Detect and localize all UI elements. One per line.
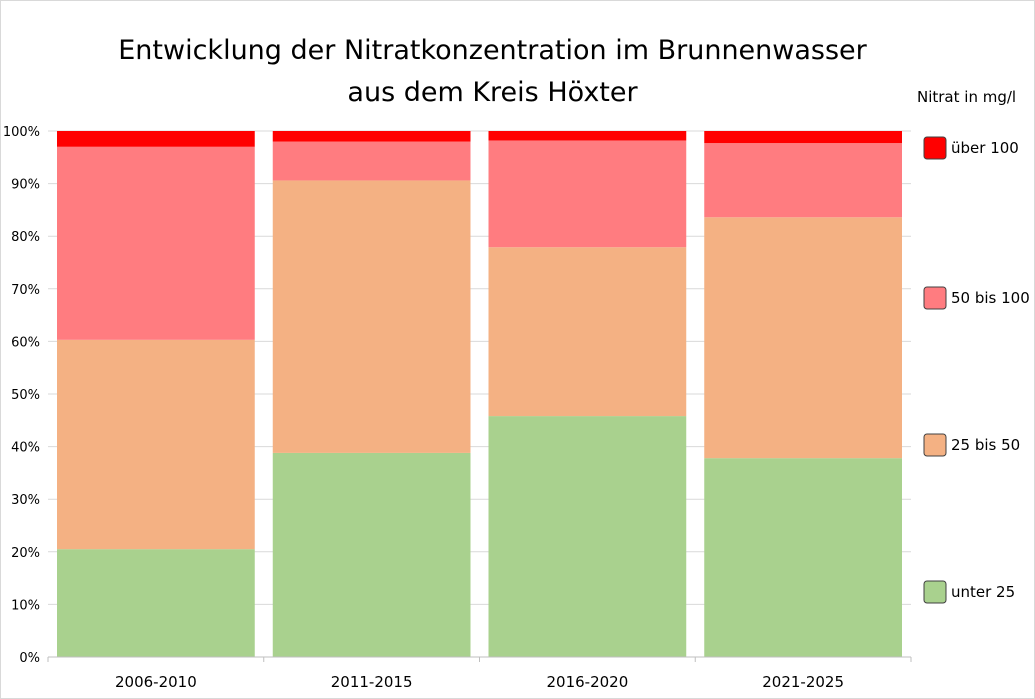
bar-segment [488, 416, 687, 657]
x-tick-label: 2011-2015 [331, 673, 413, 691]
legend-swatch [923, 580, 947, 604]
chart-title-line-2: aus dem Kreis Höxter [347, 77, 638, 108]
bar-segment [272, 131, 471, 142]
bar-segment [57, 549, 255, 657]
legend: über 100 50 bis 100 25 bis 50 unter 25 [923, 136, 1030, 604]
y-tick-label: 40% [11, 441, 40, 456]
y-tick-label: 80% [11, 230, 40, 245]
legend-swatch [923, 286, 947, 310]
bar-segment [704, 143, 902, 218]
y-tick-label: 50% [11, 388, 40, 403]
x-tick-label: 2006-2010 [115, 673, 197, 691]
y-tick-label: 90% [11, 178, 40, 193]
bar-segment [488, 131, 687, 141]
bar-segment [704, 458, 902, 657]
bar-segment [488, 247, 687, 417]
legend-title: Nitrat in mg/l [917, 88, 1017, 106]
bar-segment [704, 217, 902, 459]
axes: 0% 10% 20% 30% 40% 50% 60% 70% 80% 90% 100% 2006-20… [3, 125, 912, 691]
x-tick-label: 2021-2025 [762, 673, 844, 691]
legend-label: über 100 [951, 139, 1019, 157]
legend-swatch [923, 433, 947, 457]
chart-title-line-1: Entwicklung der Nitratkonzentration im B… [118, 35, 867, 66]
y-tick-label: 60% [11, 335, 40, 350]
y-tick-label: 0% [19, 651, 40, 666]
y-tick-label: 20% [11, 546, 40, 561]
y-tick-label: 70% [11, 283, 40, 298]
legend-label: unter 25 [951, 583, 1015, 601]
bar-segment [57, 146, 255, 340]
y-tick-label: 30% [11, 493, 40, 508]
y-tick-label: 100% [3, 125, 40, 140]
legend-swatch [923, 136, 947, 160]
bar-segment [272, 180, 471, 453]
bar-segment [57, 339, 255, 550]
bar-segment [57, 131, 255, 147]
x-tick-label: 2016-2020 [546, 673, 628, 691]
legend-label: 50 bis 100 [951, 289, 1030, 307]
chart-title: Entwicklung der Nitratkonzentration im B… [0, 30, 985, 114]
bar-segment [272, 452, 471, 657]
bar-segment [488, 140, 687, 248]
legend-label: 25 bis 50 [951, 436, 1020, 454]
bar-segment [704, 131, 902, 144]
y-tick-label: 10% [11, 598, 40, 613]
bar-segment [272, 141, 471, 181]
bars [57, 131, 902, 657]
